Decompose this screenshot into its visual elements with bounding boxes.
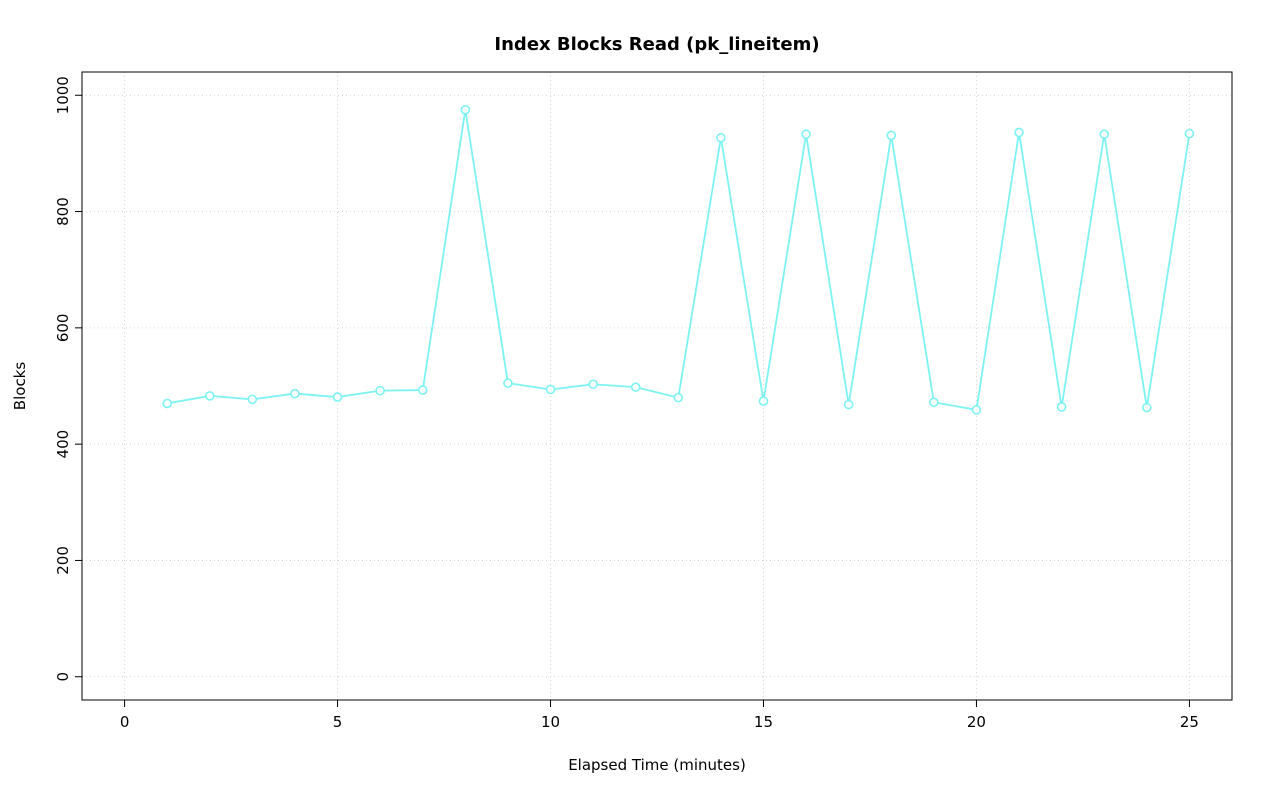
y-tick-label: 800 <box>54 197 72 226</box>
data-point <box>588 379 598 390</box>
data-point <box>1099 129 1110 140</box>
data-point <box>673 392 684 403</box>
data-point <box>886 130 897 141</box>
x-tick-label: 15 <box>754 713 773 731</box>
data-point <box>545 384 556 395</box>
chart-title: Index Blocks Read (pk_lineitem) <box>494 34 820 55</box>
plot-box <box>81 71 1233 701</box>
data-point <box>716 132 726 143</box>
y-tick-label: 200 <box>54 546 72 575</box>
data-point <box>1184 128 1195 139</box>
x-tick-label: 25 <box>1180 713 1199 731</box>
data-point <box>758 396 769 406</box>
data-point <box>971 405 982 415</box>
y-tick-label: 1000 <box>54 76 72 114</box>
data-point <box>460 104 471 115</box>
x-axis-label: Elapsed Time (minutes) <box>568 756 746 774</box>
data-point <box>375 385 385 396</box>
data-point <box>332 392 343 402</box>
data-point <box>1056 402 1067 412</box>
x-tick-label: 5 <box>333 713 343 731</box>
data-point <box>417 385 428 395</box>
data-point <box>1014 127 1024 138</box>
y-tick-label: 600 <box>54 314 72 343</box>
y-tick-label: 400 <box>54 430 72 459</box>
data-point <box>503 378 513 388</box>
data-point <box>247 394 258 405</box>
y-axis-label: Blocks <box>11 361 29 411</box>
data-point <box>290 388 300 399</box>
x-tick-label: 0 <box>120 713 130 731</box>
x-tick-label: 10 <box>541 713 560 731</box>
data-point <box>929 397 939 408</box>
data-point <box>1142 402 1152 413</box>
data-point <box>204 391 215 401</box>
data-point <box>630 382 641 392</box>
data-point <box>843 399 854 410</box>
series-line <box>166 108 1191 411</box>
data-point <box>801 129 811 140</box>
x-tick-label: 20 <box>967 713 986 731</box>
data-point <box>162 398 172 409</box>
y-tick-label: 0 <box>54 672 72 682</box>
